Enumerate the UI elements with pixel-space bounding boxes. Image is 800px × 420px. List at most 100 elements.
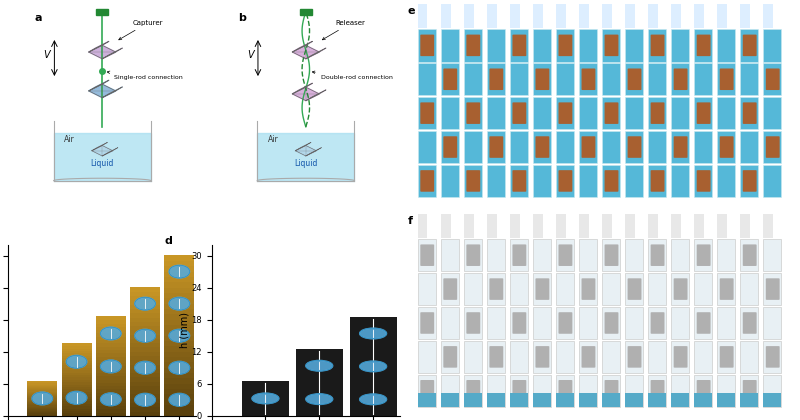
FancyBboxPatch shape [602,63,620,95]
Bar [62,394,91,396]
FancyBboxPatch shape [486,375,505,407]
FancyBboxPatch shape [513,102,526,124]
FancyBboxPatch shape [464,341,482,373]
Circle shape [360,394,386,405]
Bar [62,343,91,346]
Bar [27,400,58,402]
Bar [62,379,91,382]
Bar [62,406,91,409]
Bar [96,366,126,370]
Bar [130,308,160,313]
FancyBboxPatch shape [510,131,528,163]
FancyBboxPatch shape [466,312,480,334]
Bar [740,214,750,238]
Bar [96,339,126,344]
FancyBboxPatch shape [533,97,551,129]
Bar [671,214,681,238]
Bar [164,287,194,293]
FancyBboxPatch shape [674,346,687,368]
FancyBboxPatch shape [602,131,620,163]
FancyBboxPatch shape [717,341,735,373]
FancyBboxPatch shape [763,97,782,129]
Bar [510,4,520,29]
FancyBboxPatch shape [694,63,712,95]
FancyBboxPatch shape [579,341,598,373]
FancyBboxPatch shape [556,394,574,407]
Bar [418,4,427,29]
FancyBboxPatch shape [510,165,528,197]
FancyBboxPatch shape [602,341,620,373]
FancyBboxPatch shape [720,136,734,158]
FancyBboxPatch shape [556,307,574,339]
FancyBboxPatch shape [740,341,758,373]
FancyBboxPatch shape [490,68,503,90]
Bar [130,386,160,390]
FancyBboxPatch shape [740,375,758,407]
FancyBboxPatch shape [740,165,758,197]
Bar [164,292,194,298]
FancyBboxPatch shape [579,29,598,61]
FancyBboxPatch shape [697,312,710,334]
FancyBboxPatch shape [742,244,757,266]
Bar [96,353,126,357]
FancyBboxPatch shape [420,244,434,266]
Bar [27,410,58,411]
FancyBboxPatch shape [697,102,710,124]
Bar [27,399,58,401]
Bar [164,271,194,277]
Circle shape [169,297,190,310]
Polygon shape [89,45,116,59]
Circle shape [169,265,190,278]
FancyBboxPatch shape [740,394,758,407]
Bar [130,326,160,331]
FancyBboxPatch shape [717,273,735,305]
Bar [96,359,126,363]
Bar [96,379,126,383]
FancyBboxPatch shape [556,165,574,197]
FancyBboxPatch shape [464,29,482,61]
Bar [27,414,58,416]
Bar [62,348,91,351]
Circle shape [101,360,121,373]
Bar [27,408,58,410]
FancyBboxPatch shape [441,341,459,373]
Bar [96,343,126,346]
FancyBboxPatch shape [763,63,782,95]
FancyBboxPatch shape [510,341,528,373]
FancyBboxPatch shape [513,244,526,266]
FancyBboxPatch shape [464,131,482,163]
Bar [96,376,126,380]
Bar [648,214,658,238]
FancyBboxPatch shape [441,131,459,163]
Bar [130,304,160,309]
FancyBboxPatch shape [694,375,712,407]
FancyBboxPatch shape [605,34,618,56]
FancyBboxPatch shape [582,278,595,300]
Bar [441,4,450,29]
Bar [62,362,91,365]
Bar [130,398,160,403]
FancyBboxPatch shape [533,63,551,95]
FancyBboxPatch shape [486,307,505,339]
FancyBboxPatch shape [650,380,665,402]
FancyBboxPatch shape [533,394,551,407]
FancyBboxPatch shape [418,63,436,95]
FancyBboxPatch shape [579,63,598,95]
Bar [164,303,194,309]
FancyBboxPatch shape [418,341,436,373]
Bar [164,399,194,405]
Bar [62,367,91,370]
Circle shape [306,394,333,404]
FancyBboxPatch shape [486,273,505,305]
FancyBboxPatch shape [694,273,712,305]
Bar [130,402,160,407]
FancyBboxPatch shape [535,68,550,90]
Circle shape [306,360,333,371]
FancyBboxPatch shape [627,136,642,158]
FancyBboxPatch shape [486,63,505,95]
FancyBboxPatch shape [625,29,643,61]
Bar [164,255,194,261]
FancyBboxPatch shape [464,165,482,197]
FancyBboxPatch shape [418,29,436,61]
FancyBboxPatch shape [443,346,458,368]
